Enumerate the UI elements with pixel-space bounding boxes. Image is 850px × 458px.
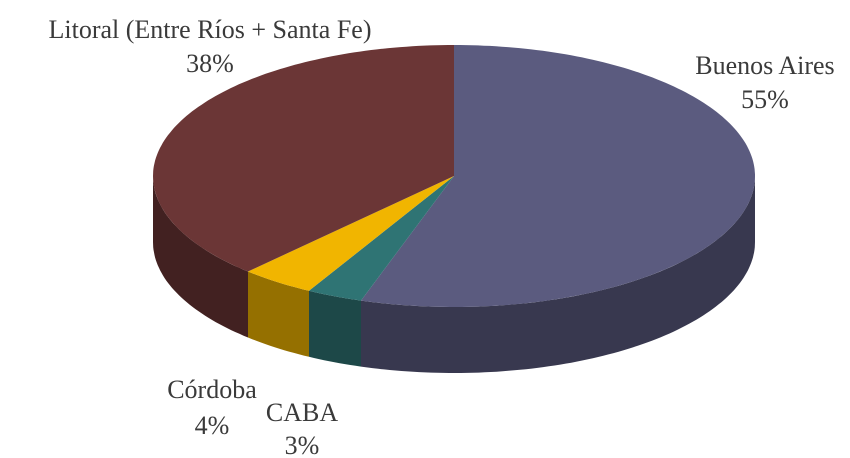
value-label: 3% [285, 431, 320, 458]
value-label: 55% [741, 85, 789, 114]
slice-side [309, 290, 361, 367]
slice [361, 45, 755, 307]
slice-label: CABA [266, 398, 338, 427]
value-label: 38% [186, 49, 234, 78]
value-label: 4% [195, 411, 230, 440]
slice [248, 176, 454, 291]
slice [153, 45, 454, 272]
slice-label: Córdoba [167, 375, 257, 404]
slice-side [153, 176, 248, 338]
slice-label: Litoral (Entre Ríos + Santa Fe) [49, 15, 372, 44]
slice-side [248, 271, 309, 357]
slice-side [361, 176, 755, 373]
slice-label: Buenos Aires [695, 51, 834, 80]
slice [309, 176, 454, 301]
